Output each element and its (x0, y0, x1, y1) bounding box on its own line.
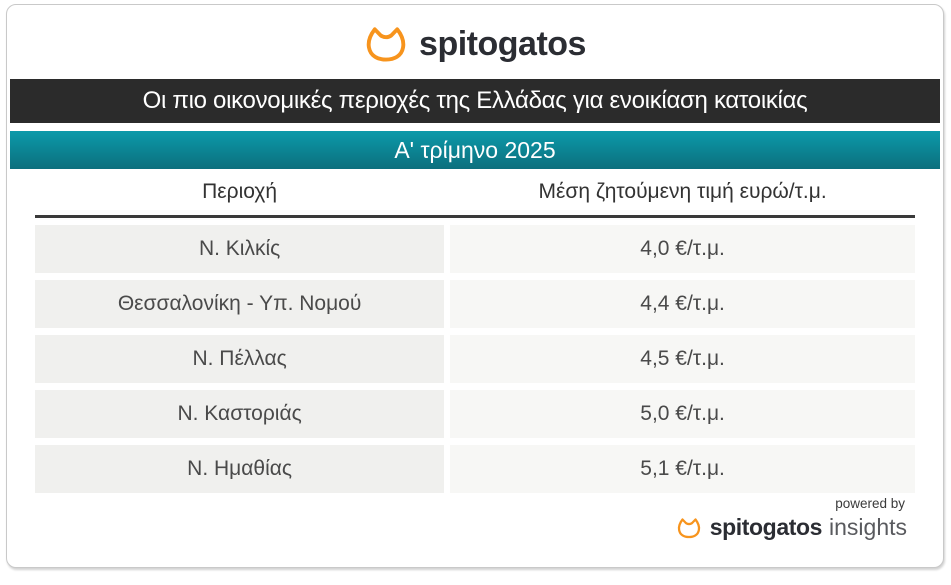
table-row: Ν. Πέλλας 4,5 €/τ.μ. (35, 335, 915, 383)
area-cell: Ν. Καστοριάς (35, 390, 445, 438)
cat-icon (676, 517, 702, 539)
table-row: Ν. Κιλκίς 4,0 €/τ.μ. (35, 225, 915, 273)
area-cell: Ν. Κιλκίς (35, 225, 445, 273)
rent-price-table: Περιοχή Μέση ζητούμενη τιμή ευρώ/τ.μ. Ν.… (35, 169, 915, 493)
price-cell: 4,4 €/τ.μ. (450, 280, 915, 328)
period-label: Α' τρίμηνο 2025 (394, 136, 556, 163)
price-cell: 4,5 €/τ.μ. (450, 335, 915, 383)
column-header-price: Μέση ζητούμενη τιμή ευρώ/τ.μ. (538, 180, 827, 203)
area-cell: Ν. Ημαθίας (35, 445, 445, 493)
table-row: Ν. Καστοριάς 5,0 €/τ.μ. (35, 390, 915, 438)
price-cell: 5,1 €/τ.μ. (450, 445, 915, 493)
price-cell: 5,0 €/τ.μ. (450, 390, 915, 438)
brand-logo: spitogatos (7, 17, 943, 71)
footer-brand-name: spitogatos (709, 514, 823, 540)
title-bar: Οι πιο οικονομικές περιοχές της Ελλάδας … (10, 79, 940, 123)
table-header-row: Περιοχή Μέση ζητούμενη τιμή ευρώ/τ.μ. (35, 169, 915, 218)
infographic-card: spitogatos Οι πιο οικονομικές περιοχές τ… (6, 4, 944, 568)
cat-icon (364, 25, 408, 63)
table-row: Θεσσαλονίκη - Υπ. Νομού 4,4 €/τ.μ. (35, 280, 915, 328)
column-header-area: Περιοχή (202, 180, 278, 203)
infographic-title: Οι πιο οικονομικές περιοχές της Ελλάδας … (142, 87, 808, 114)
footer-brand: spitogatos insights (676, 514, 907, 541)
area-cell: Ν. Πέλλας (35, 335, 445, 383)
price-cell: 4,0 €/τ.μ. (450, 225, 915, 273)
footer-brand-suffix: insights (829, 514, 907, 540)
table-row: Ν. Ημαθίας 5,1 €/τ.μ. (35, 445, 915, 493)
area-cell: Θεσσαλονίκη - Υπ. Νομού (35, 280, 445, 328)
footer-attribution: powered by spitogatos insights (676, 496, 907, 541)
powered-by-label: powered by (835, 496, 905, 511)
period-bar: Α' τρίμηνο 2025 (10, 131, 940, 169)
brand-logo-text: spitogatos (419, 24, 586, 63)
table-body: Ν. Κιλκίς 4,0 €/τ.μ. Θεσσαλονίκη - Υπ. Ν… (35, 225, 915, 493)
